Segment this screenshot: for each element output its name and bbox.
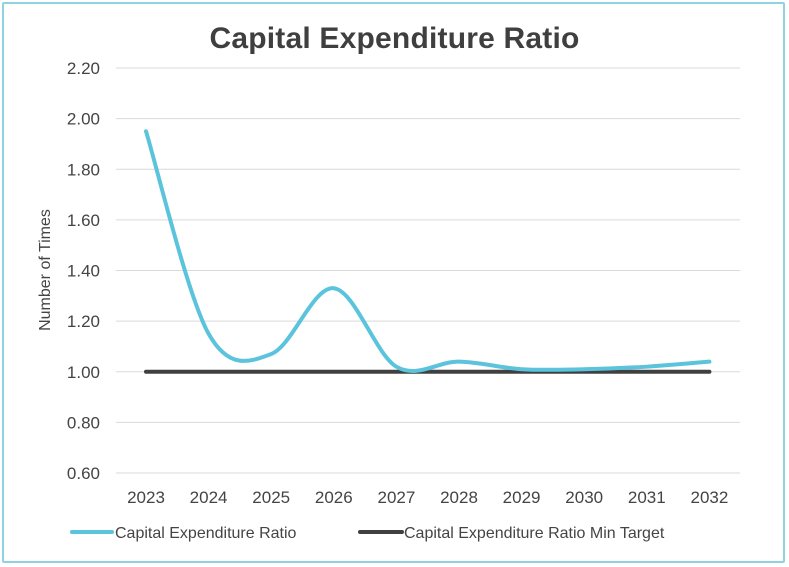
y-axis-label: Number of Times: [37, 209, 54, 331]
y-tick-label: 1.00: [67, 363, 100, 382]
x-tick-label: 2026: [315, 488, 353, 507]
y-tick-label: 1.20: [67, 312, 100, 331]
x-tick-label: 2032: [690, 488, 728, 507]
x-tick-label: 2027: [377, 488, 415, 507]
y-tick-label: 2.00: [67, 110, 100, 129]
x-tick-label: 2029: [503, 488, 541, 507]
legend: Capital Expenditure Ratio Capital Expend…: [70, 525, 665, 542]
x-tick-label: 2024: [190, 488, 228, 507]
legend-label-capex-ratio: Capital Expenditure Ratio: [115, 525, 297, 542]
x-tick-label: 2025: [252, 488, 290, 507]
legend-label-min-target: Capital Expenditure Ratio Min Target: [404, 525, 665, 542]
x-tick-label: 2030: [565, 488, 603, 507]
y-tick-label: 1.80: [67, 160, 100, 179]
x-tick-label: 2031: [628, 488, 666, 507]
chart-title: Capital Expenditure Ratio: [209, 22, 580, 55]
gridlines: [116, 67, 740, 474]
x-tick-labels: 2023 2024 2025 2026 2027 2028 2029 2030 2031 2032: [127, 488, 728, 507]
series-line-capex-ratio: [144, 129, 712, 373]
y-tick-label: 0.80: [67, 413, 100, 432]
y-tick-label: 1.40: [67, 262, 100, 281]
x-tick-label: 2028: [440, 488, 478, 507]
series-lines: [144, 129, 712, 374]
x-tick-label: 2023: [127, 488, 165, 507]
y-tick-label: 1.60: [67, 211, 100, 230]
y-tick-label: 2.20: [67, 59, 100, 78]
y-tick-labels: 0.60 0.80 1.00 1.20 1.40 1.60 1.80 2.00 2.20: [67, 59, 100, 483]
y-tick-label: 0.60: [67, 464, 100, 483]
